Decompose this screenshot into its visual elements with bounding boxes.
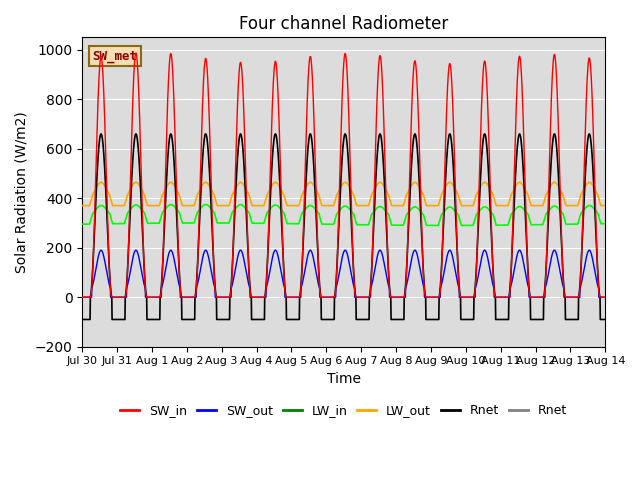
Y-axis label: Solar Radiation (W/m2): Solar Radiation (W/m2): [15, 111, 29, 273]
Text: SW_met: SW_met: [93, 50, 138, 63]
X-axis label: Time: Time: [326, 372, 361, 386]
Title: Four channel Radiometer: Four channel Radiometer: [239, 15, 449, 33]
Legend: SW_in, SW_out, LW_in, LW_out, Rnet, Rnet: SW_in, SW_out, LW_in, LW_out, Rnet, Rnet: [115, 399, 572, 422]
